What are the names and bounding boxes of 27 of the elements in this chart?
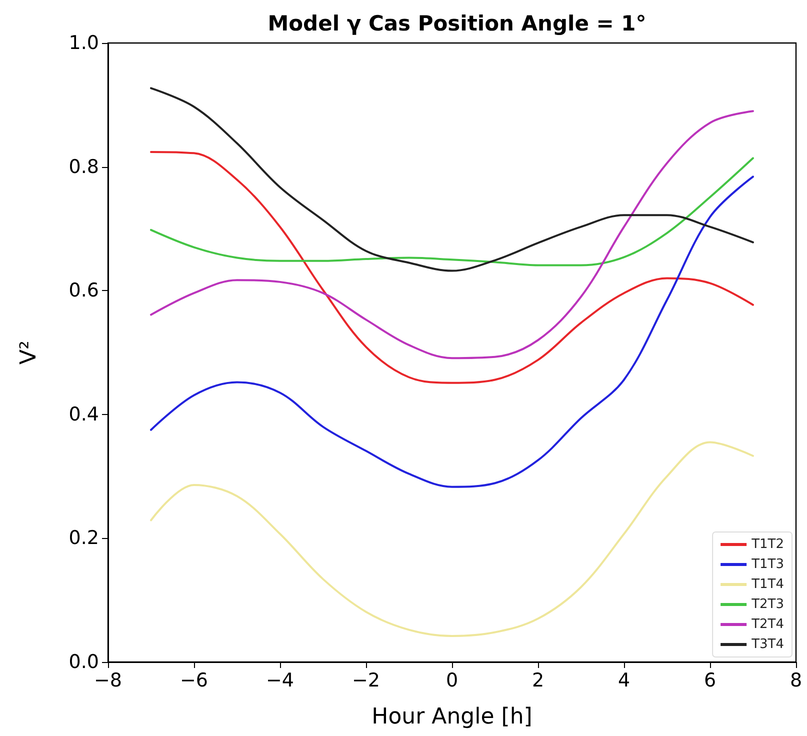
- y-tick-label: 0.4: [68, 403, 99, 426]
- y-axis-title: V²: [16, 340, 42, 364]
- x-tick-label: 2: [532, 670, 544, 692]
- x-tick-label: 0: [446, 670, 458, 692]
- chart-title: Model γ Cas Position Angle = 1°: [268, 12, 646, 36]
- legend-label: T1T4: [750, 577, 784, 592]
- legend-label: T1T2: [750, 537, 784, 552]
- x-tick-label: 4: [618, 670, 630, 692]
- legend-label: T1T3: [750, 557, 784, 572]
- legend-label: T2T3: [750, 597, 784, 612]
- y-tick-label: 1.0: [68, 32, 99, 54]
- line-series: [150, 87, 754, 272]
- x-tick-label: 8: [790, 670, 802, 692]
- y-tick-label: 0.8: [68, 156, 99, 178]
- x-tick-label: −2: [352, 670, 380, 692]
- line-series: [150, 176, 754, 488]
- y-tick-label: 0.6: [68, 280, 99, 302]
- line-series: [150, 150, 754, 384]
- x-axis-title: Hour Angle [h]: [372, 704, 532, 730]
- y-tick-label: 0.2: [68, 527, 99, 550]
- x-tick-label: 6: [704, 670, 716, 692]
- line-series: [150, 110, 754, 360]
- legend-label: T2T4: [750, 617, 784, 632]
- line-series: [150, 157, 754, 266]
- x-tick-label: −4: [266, 670, 294, 692]
- legend-label: T3T4: [750, 637, 784, 652]
- x-tick-label: −6: [180, 670, 208, 692]
